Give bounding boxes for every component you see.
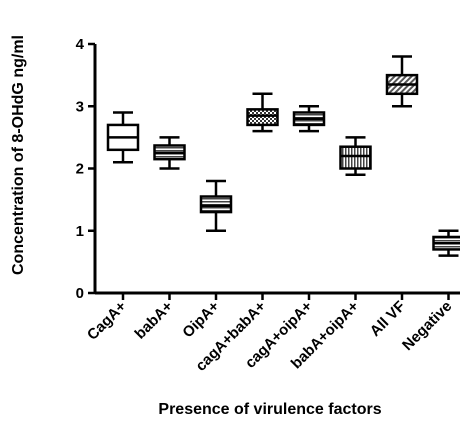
box-5 (292, 105, 326, 133)
y-axis-title: Concentration of 8-OHdG ng/ml (10, 35, 27, 275)
box-series (106, 55, 460, 257)
iqr-box (339, 145, 372, 170)
box-8 (432, 229, 460, 257)
iqr-box (246, 108, 279, 127)
x-axis-title: Presence of virulence factors (158, 401, 381, 418)
y-tick-label: 0 (76, 285, 84, 302)
box-7 (385, 55, 419, 108)
x-tick-label: All VF (367, 298, 409, 340)
y-ticks: 0 1 2 3 4 (76, 36, 95, 302)
x-ticks: CagA+ babA+ OipA+cagA+babA+cagA+oipA+babA+… (84, 293, 455, 375)
box-1 (106, 111, 140, 164)
box-3 (199, 179, 233, 232)
box-4 (246, 92, 279, 133)
y-tick-label: 4 (76, 36, 85, 53)
x-tick-label: CagA+ (84, 298, 130, 344)
x-tick-label: Negative (399, 298, 455, 354)
box-6 (339, 136, 372, 176)
iqr-box (199, 195, 233, 214)
y-tick-label: 3 (76, 98, 84, 115)
y-tick-label: 2 (76, 161, 84, 178)
x-tick-label: babA+ (132, 298, 177, 343)
x-tick-label: OipA+ (179, 298, 223, 342)
y-tick-label: 1 (76, 223, 84, 240)
box-2 (153, 136, 186, 170)
